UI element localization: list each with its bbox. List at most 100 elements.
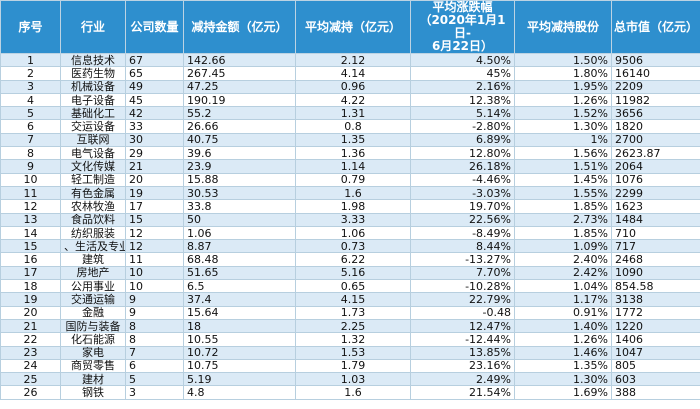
row-industry: 电气设备: [60, 146, 126, 161]
header-reduction-amount: 减持金额（亿元）: [183, 0, 296, 54]
row-industry: 国防与装备: [60, 318, 126, 334]
row-avg-share: 1.95%: [514, 79, 612, 94]
row-reduction-amount: 51.65: [183, 265, 296, 281]
header-market-cap: 总市值（亿元）: [611, 0, 700, 54]
row-avg-reduction: 1.32: [295, 332, 411, 347]
row-company-count: 8: [125, 318, 184, 334]
row-market-cap: 1772: [611, 305, 700, 320]
row-industry: 信息技术: [60, 52, 126, 68]
table-row: 19 交通运输 9 37.4 4.15 22.79% 1.17% 3138: [0, 292, 700, 307]
row-industry: 钢铁: [60, 385, 126, 400]
row-avg-change: -3.03%: [410, 185, 515, 201]
row-avg-change: -2.80%: [410, 119, 515, 134]
row-avg-change: 12.47%: [410, 318, 515, 334]
row-company-count: 3: [125, 385, 184, 400]
row-avg-reduction: 0.79: [295, 172, 411, 187]
row-avg-share: 1.85%: [514, 225, 612, 241]
row-avg-reduction: 0.96: [295, 79, 411, 94]
table-row: 13 食品饮料 15 50 3.33 22.56% 2.73% 1484: [0, 212, 700, 227]
row-avg-share: 1.26%: [514, 92, 612, 108]
row-avg-reduction: 1.73: [295, 305, 411, 320]
row-avg-share: 1.45%: [514, 172, 612, 187]
row-industry: 化石能源: [60, 332, 126, 347]
table-row: 25 建材 5 5.19 1.03 2.49% 1.30% 603: [0, 372, 700, 387]
row-market-cap: 2299: [611, 185, 700, 201]
row-market-cap: 2064: [611, 159, 700, 174]
row-avg-share: 1.35%: [514, 358, 612, 374]
header-index: 序号: [0, 0, 61, 54]
row-index: 25: [0, 372, 61, 387]
table-row: 11 有色金属 19 30.53 1.6 -3.03% 1.55% 2299: [0, 185, 700, 201]
row-company-count: 12: [125, 239, 184, 254]
table-body: 1 信息技术 67 142.66 2.12 4.50% 1.50% 9506 2 医药生物 65 26…: [0, 52, 700, 400]
row-market-cap: 2623.87: [611, 146, 700, 161]
row-avg-share: 1.55%: [514, 185, 612, 201]
row-market-cap: 2700: [611, 132, 700, 148]
row-reduction-amount: 55.2: [183, 106, 296, 121]
row-reduction-amount: 23.9: [183, 159, 296, 174]
row-avg-reduction: 6.22: [295, 252, 411, 267]
row-avg-change: 19.70%: [410, 199, 515, 214]
row-index: 11: [0, 185, 61, 201]
row-avg-share: 1.80%: [514, 66, 612, 81]
row-index: 26: [0, 385, 61, 400]
row-reduction-amount: 6.5: [183, 279, 296, 294]
table-row: 5 基础化工 42 55.2 1.31 5.14% 1.52% 3656: [0, 106, 700, 121]
row-reduction-amount: 30.53: [183, 185, 296, 201]
row-avg-reduction: 1.35: [295, 132, 411, 148]
row-avg-reduction: 1.31: [295, 106, 411, 121]
row-index: 16: [0, 252, 61, 267]
table-row: 8 电气设备 29 39.6 1.36 12.80% 1.56% 2623.87: [0, 146, 700, 161]
table-row: 23 家电 7 10.72 1.53 13.85% 1.46% 1047: [0, 345, 700, 360]
row-avg-share: 1.04%: [514, 279, 612, 294]
row-avg-reduction: 2.25: [295, 318, 411, 334]
row-avg-reduction: 1.6: [295, 185, 411, 201]
row-avg-share: 1.30%: [514, 372, 612, 387]
row-industry: 纺织服装: [60, 225, 126, 241]
header-row: 序号 行业 公司数量 减持金额（亿元） 平均减持（亿元） 平均涨跌幅 （2020…: [0, 0, 700, 54]
row-avg-reduction: 4.15: [295, 292, 411, 307]
row-avg-reduction: 1.53: [295, 345, 411, 360]
row-company-count: 67: [125, 52, 184, 68]
row-avg-share: 1.51%: [514, 159, 612, 174]
row-company-count: 15: [125, 212, 184, 227]
row-industry: 建材: [60, 372, 126, 387]
row-avg-change: 22.79%: [410, 292, 515, 307]
row-avg-reduction: 4.14: [295, 66, 411, 81]
row-index: 6: [0, 119, 61, 134]
row-index: 7: [0, 132, 61, 148]
row-index: 23: [0, 345, 61, 360]
row-avg-change: 13.85%: [410, 345, 515, 360]
table-row: 7 互联网 30 40.75 1.35 6.89% 1% 2700: [0, 132, 700, 148]
row-avg-share: 0.91%: [514, 305, 612, 320]
row-avg-reduction: 1.6: [295, 385, 411, 400]
row-industry: 电子设备: [60, 92, 126, 108]
table-row: 12 农林牧渔 17 33.8 1.98 19.70% 1.85% 1623: [0, 199, 700, 214]
row-company-count: 5: [125, 372, 184, 387]
row-avg-reduction: 0.65: [295, 279, 411, 294]
row-index: 9: [0, 159, 61, 174]
row-avg-change: -8.49%: [410, 225, 515, 241]
row-avg-change: -10.28%: [410, 279, 515, 294]
row-market-cap: 11982: [611, 92, 700, 108]
row-market-cap: 1820: [611, 119, 700, 134]
row-market-cap: 805: [611, 358, 700, 374]
row-index: 1: [0, 52, 61, 68]
table-row: 4 电子设备 45 190.19 4.22 12.38% 1.26% 11982: [0, 92, 700, 108]
row-index: 22: [0, 332, 61, 347]
table-row: 22 化石能源 8 10.55 1.32 -12.44% 1.26% 1406: [0, 332, 700, 347]
row-avg-change: 6.89%: [410, 132, 515, 148]
row-avg-change: 26.18%: [410, 159, 515, 174]
table-row: 10 轻工制造 20 15.88 0.79 -4.46% 1.45% 1076: [0, 172, 700, 187]
table-row: 16 建筑 11 68.48 6.22 -13.27% 2.40% 2468: [0, 252, 700, 267]
row-market-cap: 1406: [611, 332, 700, 347]
row-avg-share: 2.42%: [514, 265, 612, 281]
row-industry: 金融: [60, 305, 126, 320]
row-index: 5: [0, 106, 61, 121]
row-reduction-amount: 40.75: [183, 132, 296, 148]
row-market-cap: 3138: [611, 292, 700, 307]
row-index: 17: [0, 265, 61, 281]
row-reduction-amount: 5.19: [183, 372, 296, 387]
table-row: 20 金融 9 15.64 1.73 -0.48 0.91% 1772: [0, 305, 700, 320]
row-company-count: 8: [125, 332, 184, 347]
